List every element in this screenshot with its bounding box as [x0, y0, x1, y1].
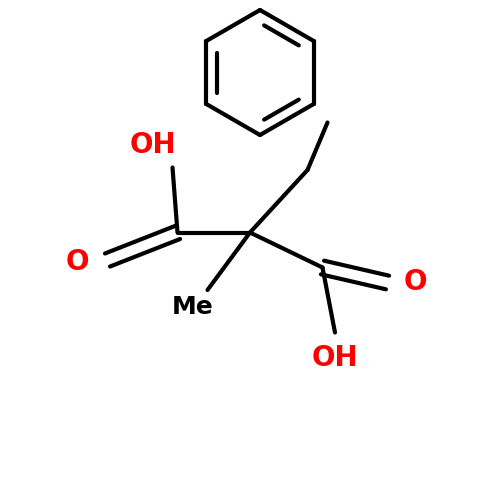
Text: OH: OH — [129, 131, 176, 159]
Text: O: O — [403, 268, 427, 296]
Text: Me: Me — [172, 296, 213, 320]
Text: O: O — [66, 248, 89, 276]
Text: OH: OH — [312, 344, 358, 371]
